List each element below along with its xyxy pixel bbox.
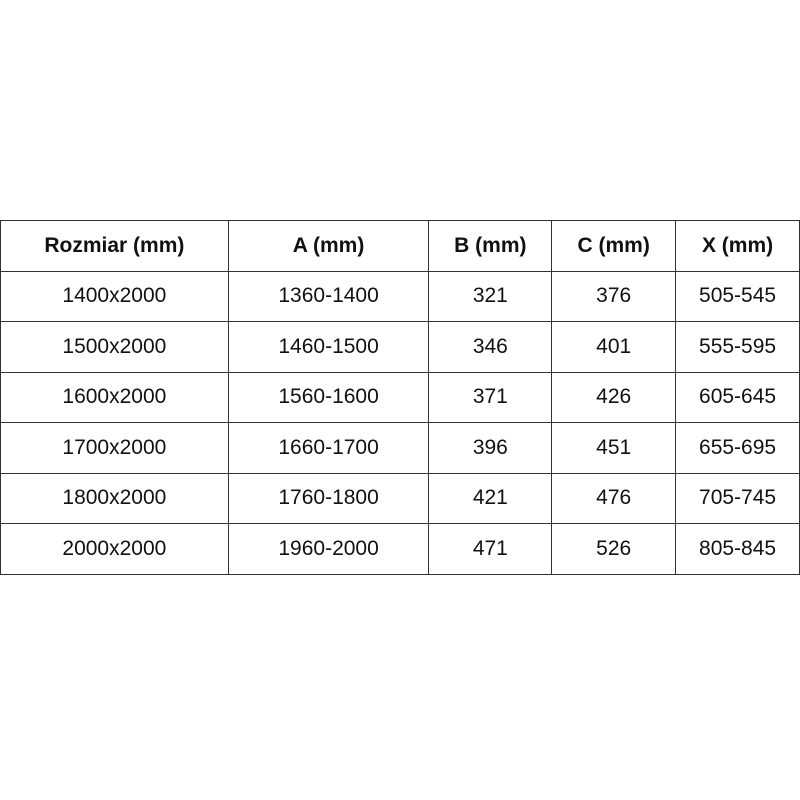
table-row: 1800x2000 1760-1800 421 476 705-745 [0, 472, 800, 524]
table-row: 1500x2000 1460-1500 346 401 555-595 [0, 321, 800, 373]
cell-size: 1400x2000 [0, 270, 229, 322]
dimensions-table: Rozmiar (mm) A (mm) B (mm) C (mm) X (mm)… [0, 220, 800, 575]
cell-b: 471 [428, 523, 553, 575]
cell-a: 1760-1800 [227, 472, 430, 524]
header-x: X (mm) [675, 220, 800, 272]
cell-c: 426 [551, 371, 677, 423]
cell-b: 321 [428, 270, 553, 322]
cell-x: 505-545 [675, 270, 800, 322]
cell-size: 1700x2000 [0, 422, 229, 474]
cell-b: 421 [428, 472, 553, 524]
cell-x: 705-745 [675, 472, 800, 524]
cell-c: 476 [551, 472, 677, 524]
cell-x: 655-695 [675, 422, 800, 474]
cell-a: 1360-1400 [227, 270, 430, 322]
cell-b: 396 [428, 422, 553, 474]
cell-x: 555-595 [675, 321, 800, 373]
header-row: Rozmiar (mm) A (mm) B (mm) C (mm) X (mm) [0, 220, 800, 272]
cell-c: 526 [551, 523, 677, 575]
header-size: Rozmiar (mm) [0, 220, 229, 272]
cell-b: 346 [428, 321, 553, 373]
cell-size: 1800x2000 [0, 472, 229, 524]
header-b: B (mm) [428, 220, 553, 272]
cell-c: 401 [551, 321, 677, 373]
cell-a: 1960-2000 [227, 523, 430, 575]
header-a: A (mm) [227, 220, 430, 272]
cell-size: 1500x2000 [0, 321, 229, 373]
table-row: 1600x2000 1560-1600 371 426 605-645 [0, 371, 800, 423]
cell-a: 1560-1600 [227, 371, 430, 423]
cell-x: 605-645 [675, 371, 800, 423]
cell-c: 376 [551, 270, 677, 322]
cell-b: 371 [428, 371, 553, 423]
cell-a: 1660-1700 [227, 422, 430, 474]
header-c: C (mm) [551, 220, 677, 272]
cell-x: 805-845 [675, 523, 800, 575]
cell-c: 451 [551, 422, 677, 474]
cell-a: 1460-1500 [227, 321, 430, 373]
table-row: 1700x2000 1660-1700 396 451 655-695 [0, 422, 800, 474]
table-row: 2000x2000 1960-2000 471 526 805-845 [0, 523, 800, 575]
cell-size: 2000x2000 [0, 523, 229, 575]
cell-size: 1600x2000 [0, 371, 229, 423]
table-row: 1400x2000 1360-1400 321 376 505-545 [0, 270, 800, 322]
